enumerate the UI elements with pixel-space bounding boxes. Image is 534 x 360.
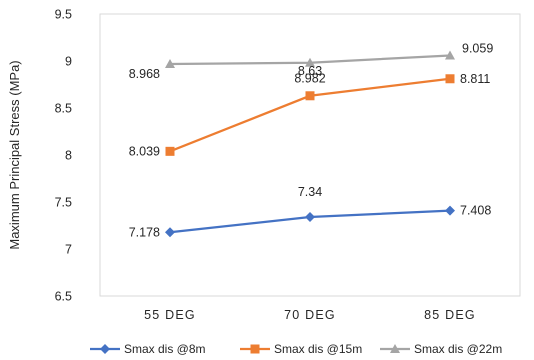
data-label: 9.059 [462, 41, 493, 55]
y-tick-label: 9 [65, 55, 72, 69]
data-label: 7.178 [129, 225, 160, 239]
legend: Smax dis @8m Smax dis @15m Smax dis @22m [90, 342, 502, 356]
data-label: 8.811 [460, 72, 490, 86]
series-line [169, 77, 451, 153]
data-label: 8.63 [298, 64, 322, 78]
x-tick-label: 85 DEG [424, 308, 476, 322]
data-label: 7.34 [298, 185, 322, 199]
x-tick-label: 70 DEG [284, 308, 336, 322]
legend-label: Smax dis @22m [414, 342, 502, 356]
y-tick-label: 6.5 [55, 290, 72, 304]
data-label: 8.968 [129, 67, 160, 81]
data-label: 7.408 [460, 204, 491, 218]
y-tick-label: 7 [65, 243, 72, 257]
y-axis: 6.5 7 7.5 8 8.5 9 9.5 [55, 8, 72, 304]
data-point [445, 74, 455, 84]
y-tick-label: 8 [65, 149, 72, 163]
y-axis-title: Maximum Principal Stress (MPa) [7, 60, 22, 249]
data-point [165, 227, 175, 238]
legend-marker [250, 344, 260, 354]
data-point [305, 57, 315, 67]
data-point [445, 205, 455, 216]
data-point [165, 146, 175, 156]
legend-label: Smax dis @15m [274, 342, 362, 356]
data-point [305, 212, 315, 223]
data-labels: 7.178 7.34 7.408 8.039 8.63 8.811 8.968 8.982 9.… [129, 41, 494, 239]
legend-marker [100, 344, 110, 354]
legend-label: Smax dis @8m [124, 342, 206, 356]
x-axis: 55 DEG 70 DEG 85 DEG [144, 308, 476, 322]
data-point [305, 91, 315, 101]
x-tick-label: 55 DEG [144, 308, 196, 322]
series-layer [165, 50, 455, 238]
y-tick-label: 8.5 [55, 102, 72, 116]
plot-border [99, 13, 521, 297]
data-label: 8.982 [294, 72, 325, 86]
data-point [165, 59, 175, 69]
plot-area [99, 13, 521, 297]
legend-marker [390, 344, 400, 353]
y-tick-label: 9.5 [55, 8, 72, 22]
data-label: 8.039 [129, 144, 160, 158]
data-point [445, 50, 455, 60]
y-tick-label: 7.5 [55, 196, 72, 210]
